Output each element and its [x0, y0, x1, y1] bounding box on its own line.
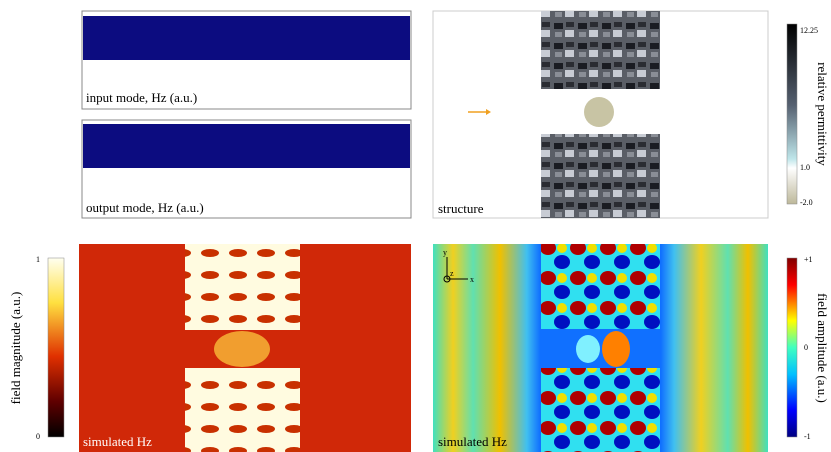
panel-label: structure: [438, 201, 484, 216]
mode-profile: [83, 16, 410, 60]
colorbar-title: field amplitude (a.u.): [815, 293, 830, 403]
structure-block: [541, 134, 660, 218]
magnitude-colorbar: 1 0 field magnitude (a.u.): [8, 255, 65, 441]
panel-label: input mode, Hz (a.u.): [86, 90, 197, 105]
structure-panel: structure: [432, 10, 769, 219]
magnitude-panel: simulated Hz: [79, 244, 411, 452]
field-pattern: [602, 331, 630, 367]
axes-glyph: y z x: [443, 248, 474, 284]
arrow-head: [486, 109, 491, 115]
axis-label: x: [470, 275, 474, 284]
amplitude-colorbar: +1 0 -1 field amplitude (a.u.): [786, 255, 830, 441]
colorbar: [786, 23, 798, 205]
colorbar-tick: 0: [36, 432, 40, 441]
field-pattern: [541, 244, 660, 329]
panel-label: simulated Hz: [83, 434, 152, 449]
axis-label: y: [443, 248, 447, 257]
colorbar-tick: -2.0: [800, 198, 813, 207]
structure-block: [541, 11, 660, 89]
field-hotspot: [214, 331, 270, 367]
amplitude-panel: y z x simulated Hz: [433, 244, 768, 452]
colorbar-tick: 0: [804, 343, 808, 352]
axis-label: z: [450, 269, 454, 278]
colorbar: [47, 257, 65, 438]
panel-label: output mode, Hz (a.u.): [86, 200, 204, 215]
field-hotspot: [185, 244, 300, 330]
panel-label: simulated Hz: [438, 434, 507, 449]
axis-dot: [443, 275, 451, 283]
colorbar-tick: 12.25: [800, 26, 818, 35]
permittivity-colorbar: 12.25 1.0 -2.0 relative permittivity: [786, 23, 830, 207]
field-pattern: [541, 368, 660, 452]
colorbar-tick: -1: [804, 432, 811, 441]
mode-profile: [83, 124, 410, 168]
colorbar-title: relative permittivity: [815, 62, 830, 166]
colorbar-tick: +1: [804, 255, 813, 264]
colorbar: [786, 257, 798, 438]
output-mode-panel: output mode, Hz (a.u.): [81, 119, 412, 219]
input-mode-panel: input mode, Hz (a.u.): [81, 10, 412, 110]
field-pattern: [576, 335, 600, 363]
scatterer: [584, 97, 614, 127]
field-hotspot: [185, 368, 300, 452]
colorbar-tick: 1.0: [800, 163, 810, 172]
colorbar-title: field magnitude (a.u.): [8, 292, 23, 405]
colorbar-tick: 1: [36, 255, 40, 264]
